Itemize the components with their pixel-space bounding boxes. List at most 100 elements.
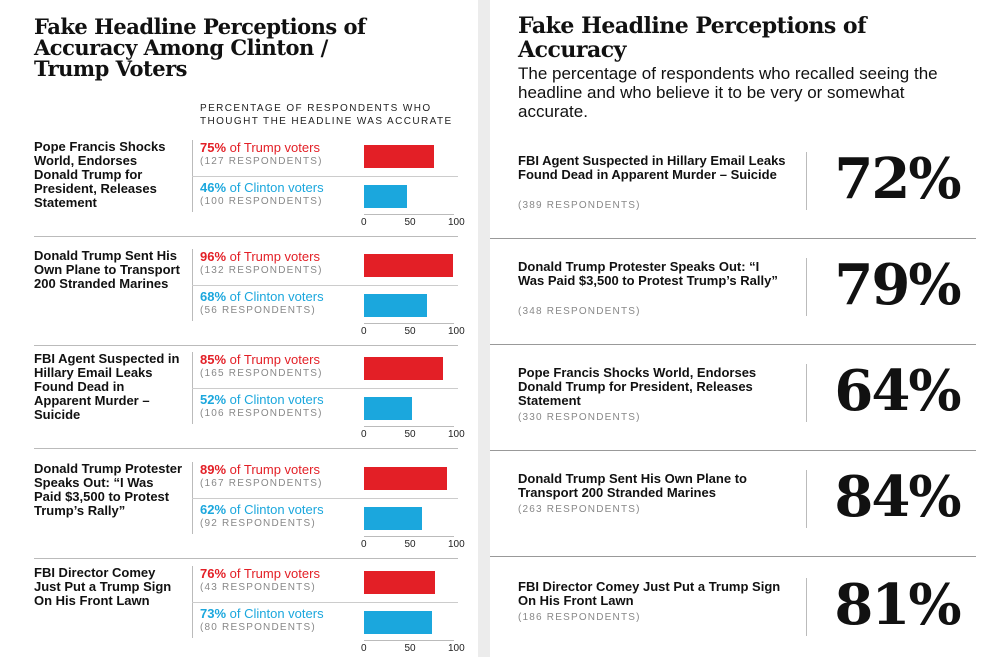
right-subtitle: The percentage of respondents who recall…: [518, 64, 938, 121]
x-tick-label: 100: [448, 539, 465, 550]
x-axis: [364, 426, 454, 427]
trump-bar: [364, 357, 444, 380]
trump-bar: [364, 467, 447, 490]
series-separator: [192, 498, 458, 499]
trump-percent: 75%: [200, 140, 227, 155]
clinton-entry: 68% of Clinton voters (56 RESPONDENTS): [200, 289, 350, 317]
clinton-entry: 73% of Clinton voters (80 RESPONDENTS): [200, 606, 350, 634]
clinton-label-text: of Clinton voters: [226, 606, 324, 621]
x-tick-label: 0: [361, 429, 367, 440]
group-separator: [34, 345, 458, 346]
headline-text: Donald Trump Sent His Own Plane to Trans…: [34, 248, 180, 291]
row-divider: [806, 152, 807, 210]
trump-bar: [364, 571, 435, 594]
trump-percent: 76%: [200, 566, 227, 581]
x-tick-label: 100: [448, 326, 465, 337]
series-separator: [192, 285, 458, 286]
trump-respondents: (167 RESPONDENTS): [200, 478, 323, 489]
accuracy-row: FBI Agent Suspected in Hillary Email Lea…: [518, 146, 976, 224]
trump-label-text: of Trump voters: [226, 566, 320, 581]
trump-label-text: of Trump voters: [226, 352, 320, 367]
clinton-respondents: (92 RESPONDENTS): [200, 518, 316, 529]
group-separator: [34, 558, 458, 559]
trump-bar: [364, 145, 434, 168]
row-percent: 64%: [834, 358, 961, 424]
trump-percent: 85%: [200, 352, 227, 367]
trump-respondents: (165 RESPONDENTS): [200, 368, 323, 379]
x-tick-label: 50: [404, 429, 416, 440]
group-separator: [34, 236, 458, 237]
clinton-bar: [364, 611, 432, 634]
row-percent: 84%: [834, 464, 961, 530]
clinton-percent: 73%: [200, 606, 227, 621]
headline-group: Pope Francis Shocks World, Endorses Dona…: [34, 139, 465, 230]
trump-respondents: (132 RESPONDENTS): [200, 265, 323, 276]
row-respondents: (330 RESPONDENTS): [518, 412, 641, 423]
clinton-respondents: (100 RESPONDENTS): [200, 196, 323, 207]
trump-label-text: of Trump voters: [226, 462, 320, 477]
trump-bar: [364, 254, 454, 277]
clinton-bar: [364, 294, 428, 317]
right-title: Fake Headline Perceptions of Accuracy: [518, 13, 867, 63]
headline-text: FBI Director Comey Just Put a Trump Sign…: [34, 565, 172, 608]
headline-text: Pope Francis Shocks World, Endorses Dona…: [34, 139, 166, 210]
clinton-bar: [364, 507, 422, 530]
clinton-bar: [364, 185, 407, 208]
x-axis: [364, 323, 454, 324]
trump-label-text: of Trump voters: [226, 140, 320, 155]
clinton-entry: 62% of Clinton voters (92 RESPONDENTS): [200, 502, 350, 530]
trump-label: 75% of Trump voters: [200, 140, 350, 155]
clinton-percent: 52%: [200, 392, 227, 407]
row-headline: Pope Francis Shocks World, Endorses Dona…: [518, 365, 757, 408]
x-tick-label: 100: [448, 429, 465, 440]
clinton-label-text: of Clinton voters: [226, 289, 324, 304]
row-percent: 79%: [834, 252, 961, 318]
row-divider: [806, 364, 807, 422]
headline-group: FBI Director Comey Just Put a Trump Sign…: [34, 565, 465, 656]
series-separator: [192, 602, 458, 603]
clinton-label-text: of Clinton voters: [226, 392, 324, 407]
clinton-entry: 46% of Clinton voters (100 RESPONDENTS): [200, 180, 350, 208]
series-separator: [192, 388, 458, 389]
row-divider: [806, 258, 807, 316]
x-tick-label: 0: [361, 217, 367, 228]
clinton-label-text: of Clinton voters: [226, 502, 324, 517]
clinton-label: 68% of Clinton voters: [200, 289, 350, 304]
row-divider: [806, 578, 807, 636]
x-tick-label: 100: [448, 217, 465, 228]
left-title: Fake Headline Perceptions of Accuracy Am…: [34, 14, 366, 81]
trump-label: 85% of Trump voters: [200, 352, 350, 367]
row-headline: Donald Trump Sent His Own Plane to Trans…: [518, 471, 747, 500]
x-axis: [364, 640, 454, 641]
row-separator: [490, 238, 976, 239]
clinton-entry: 52% of Clinton voters (106 RESPONDENTS): [200, 392, 350, 420]
trump-entry: 96% of Trump voters (132 RESPONDENTS): [200, 249, 350, 277]
row-respondents: (348 RESPONDENTS): [518, 306, 641, 317]
clinton-label: 46% of Clinton voters: [200, 180, 350, 195]
row-headline: Donald Trump Protester Speaks Out: “I Wa…: [518, 259, 778, 288]
accuracy-row: FBI Director Comey Just Put a Trump Sign…: [518, 572, 976, 650]
x-tick-label: 0: [361, 643, 367, 654]
row-separator: [490, 556, 976, 557]
x-axis: [364, 536, 454, 537]
headline-text: Donald Trump Protester Speaks Out: “I Wa…: [34, 461, 183, 518]
x-tick-label: 0: [361, 326, 367, 337]
trump-respondents: (43 RESPONDENTS): [200, 582, 316, 593]
group-separator: [34, 448, 458, 449]
row-percent: 72%: [834, 146, 961, 212]
headline-group: Donald Trump Sent His Own Plane to Trans…: [34, 248, 465, 339]
right-panel: Fake Headline Perceptions of Accuracy Th…: [490, 0, 990, 657]
row-respondents: (186 RESPONDENTS): [518, 612, 641, 623]
row-separator: [490, 450, 976, 451]
trump-label: 89% of Trump voters: [200, 462, 350, 477]
trump-percent: 89%: [200, 462, 227, 477]
row-separator: [490, 344, 976, 345]
accuracy-row: Pope Francis Shocks World, Endorses Dona…: [518, 358, 976, 436]
trump-label: 76% of Trump voters: [200, 566, 350, 581]
headline-group: Donald Trump Protester Speaks Out: “I Wa…: [34, 461, 465, 552]
trump-respondents: (127 RESPONDENTS): [200, 156, 323, 167]
clinton-label: 62% of Clinton voters: [200, 502, 350, 517]
clinton-percent: 46%: [200, 180, 227, 195]
row-respondents: (263 RESPONDENTS): [518, 504, 641, 515]
trump-entry: 75% of Trump voters (127 RESPONDENTS): [200, 140, 350, 168]
